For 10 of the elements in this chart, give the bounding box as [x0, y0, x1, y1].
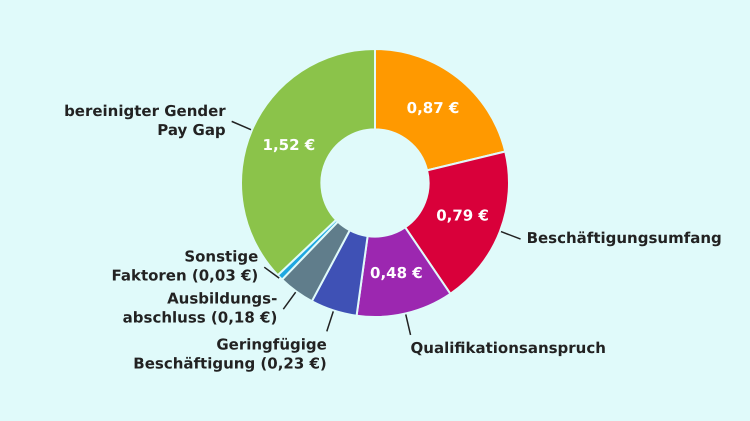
slice-label: Ausbildungs- abschluss (0,18 €): [122, 290, 278, 327]
slice-label: Qualifikationsanspruch: [410, 338, 606, 357]
slice-label: Beschäftigungsumfang: [526, 228, 722, 247]
data-label: 1,52 €: [262, 136, 316, 154]
slice-label: bereinigter Gender Pay Gap: [64, 102, 226, 139]
data-label: 0,79 €: [436, 206, 489, 225]
data-label: 0,48 €: [370, 264, 423, 282]
data-label: 0,87 €: [406, 99, 460, 118]
slice-label: Sonstige Faktoren (0,03 €): [111, 248, 258, 285]
slice-label: Geringfügige Beschäftigung (0,23 €): [133, 335, 327, 372]
